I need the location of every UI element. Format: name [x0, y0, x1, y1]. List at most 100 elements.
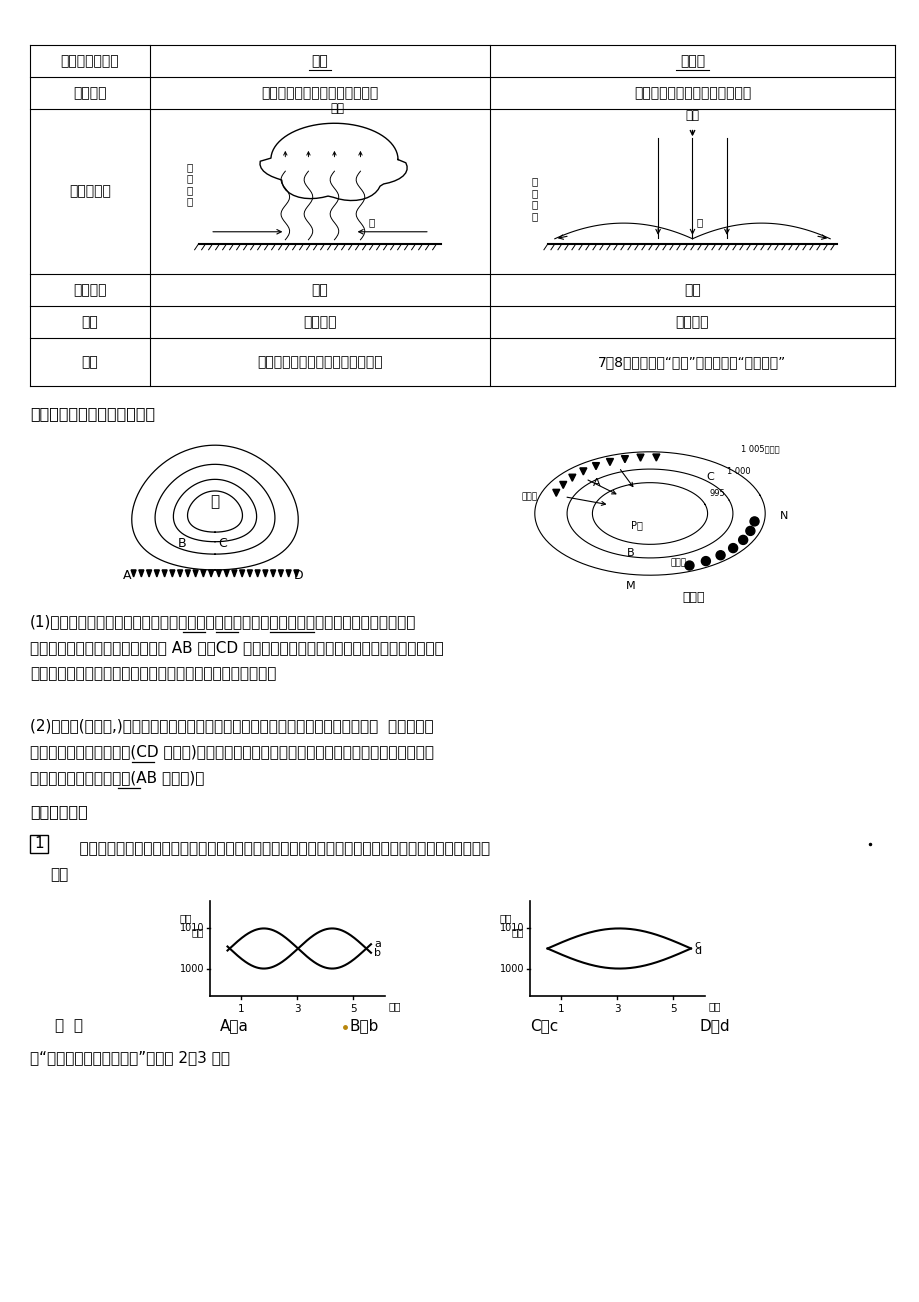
Polygon shape [209, 570, 213, 577]
Text: B、b: B、b [349, 1018, 379, 1032]
Text: (2)结构：(如右图,)气旋东部偏南风来自较低的纬度，气温较高，当它向北移动时，  遇到较高纬: (2)结构：(如右图,)气旋东部偏南风来自较低的纬度，气温较高，当它向北移动时，… [30, 717, 433, 733]
Text: 百帕: 百帕 [180, 913, 192, 923]
Polygon shape [239, 570, 244, 577]
Text: b: b [374, 948, 380, 958]
Text: 下
沉
辐
散: 下 沉 辐 散 [530, 176, 537, 221]
Text: 夏秋季节影响我国东南沿海的台风: 夏秋季节影响我国东南沿海的台风 [257, 355, 382, 368]
Polygon shape [185, 570, 190, 577]
Text: 线是: 线是 [50, 867, 68, 881]
Polygon shape [606, 458, 613, 466]
Text: 反气旋: 反气旋 [679, 53, 704, 68]
Polygon shape [154, 570, 159, 577]
Text: 阴雨天气: 阴雨天气 [303, 315, 336, 329]
Polygon shape [232, 570, 236, 577]
Polygon shape [170, 570, 175, 577]
Polygon shape [177, 570, 182, 577]
Polygon shape [592, 462, 599, 470]
Text: 5: 5 [669, 1004, 676, 1014]
Polygon shape [278, 570, 283, 577]
Polygon shape [216, 570, 221, 577]
Text: 1: 1 [34, 836, 44, 852]
Text: （  ）: （ ） [55, 1018, 83, 1032]
Text: 晴朗天气: 晴朗天气 [675, 315, 709, 329]
Polygon shape [579, 467, 586, 475]
Polygon shape [270, 570, 276, 577]
Text: (1)形成：在中高纬地区，一般锋面和气旋（低压）联系在一起，形成锋面气旋。气旋的水平气: (1)形成：在中高纬地区，一般锋面和气旋（低压）联系在一起，形成锋面气旋。气旋的… [30, 615, 416, 629]
Polygon shape [139, 570, 143, 577]
Polygon shape [200, 570, 206, 577]
Circle shape [745, 526, 754, 535]
Text: 辐
合
上
升: 辐 合 上 升 [187, 161, 193, 207]
Text: c: c [693, 940, 699, 950]
Text: 上升: 上升 [312, 283, 328, 297]
Text: 1 005冷气团: 1 005冷气团 [741, 444, 779, 453]
Text: N: N [779, 512, 788, 521]
Text: 1: 1 [558, 1004, 564, 1014]
Text: 3: 3 [614, 1004, 620, 1014]
Polygon shape [636, 454, 643, 461]
Polygon shape [193, 570, 198, 577]
Text: 5: 5 [350, 1004, 357, 1014]
Text: 1 000: 1 000 [726, 467, 750, 477]
Text: D: D [294, 569, 303, 582]
Polygon shape [255, 570, 260, 577]
Polygon shape [130, 570, 136, 577]
Text: 气压: 气压 [192, 927, 204, 937]
Text: P低: P低 [630, 519, 642, 530]
Text: 由中心向四周辐散（北顺南逆）: 由中心向四周辐散（北顺南逆） [633, 86, 750, 100]
Polygon shape [293, 570, 299, 577]
Text: 「当堂检测」: 「当堂检测」 [30, 805, 87, 819]
Circle shape [685, 561, 693, 570]
Polygon shape [224, 570, 229, 577]
Text: 度的冷空气就形成了暖锋(CD 线附近)。而西部气流是来自北方高纬度的偏北风，南下时会遇到低: 度的冷空气就形成了暖锋(CD 线附近)。而西部气流是来自北方高纬度的偏北风，南下… [30, 743, 434, 759]
Polygon shape [263, 570, 267, 577]
Text: 水平气流: 水平气流 [74, 86, 107, 100]
Text: 百帕: 百帕 [499, 913, 512, 923]
Text: A: A [122, 569, 130, 582]
Text: 垂直剪面图: 垂直剪面图 [69, 185, 111, 198]
Text: 垂直气流: 垂直气流 [74, 283, 107, 297]
Text: 晴: 晴 [696, 216, 702, 227]
Text: 下降: 下降 [685, 109, 698, 122]
Text: D、d: D、d [699, 1018, 730, 1032]
Polygon shape [286, 570, 290, 577]
Text: 1: 1 [238, 1004, 244, 1014]
Text: 流是向中心辐合。在槽线，如图中 AB 线、CD 线，两侧冷暖气流易相遇形成锋面。而反气旋的气: 流是向中心辐合。在槽线，如图中 AB 线、CD 线，两侧冷暖气流易相遇形成锋面。… [30, 641, 443, 655]
Text: 1000: 1000 [499, 965, 524, 974]
Circle shape [700, 556, 709, 565]
Circle shape [715, 551, 724, 560]
Text: 北半球: 北半球 [681, 591, 704, 604]
Polygon shape [620, 456, 628, 462]
Text: 1010: 1010 [179, 923, 204, 932]
Text: 纬度的暖空气而形成冷锋(AB 线附近)。: 纬度的暖空气而形成冷锋(AB 线附近)。 [30, 769, 204, 785]
Text: 上升: 上升 [330, 103, 344, 116]
Text: 下沉: 下沉 [684, 283, 700, 297]
Polygon shape [552, 490, 559, 496]
Text: C、c: C、c [529, 1018, 558, 1032]
Text: A: A [593, 478, 600, 488]
Text: B: B [627, 548, 634, 557]
Text: d: d [693, 947, 700, 957]
Text: B: B [177, 536, 186, 549]
Text: 低: 低 [210, 495, 220, 509]
Text: 气压: 气压 [512, 927, 524, 937]
Text: 冷气团: 冷气团 [521, 492, 538, 501]
Text: A、a: A、a [220, 1018, 249, 1032]
Text: 由四周向中心辐合（北逆南顺）: 由四周向中心辐合（北逆南顺） [261, 86, 379, 100]
Text: 雨: 雨 [369, 216, 375, 227]
Circle shape [749, 517, 758, 526]
Text: 气旋: 气旋 [312, 53, 328, 68]
Polygon shape [247, 570, 252, 577]
Text: 1010: 1010 [499, 923, 524, 932]
Polygon shape [162, 570, 167, 577]
Text: 三、锋面气旋（北半球为例）: 三、锋面气旋（北半球为例） [30, 406, 155, 421]
Text: 1000: 1000 [179, 965, 204, 974]
Text: C: C [706, 473, 713, 482]
Circle shape [728, 544, 737, 552]
Text: 天气: 天气 [82, 315, 98, 329]
Text: 读“北半球天气系统示意图”，完成 2～3 题。: 读“北半球天气系统示意图”，完成 2～3 题。 [30, 1049, 230, 1065]
Text: 日期: 日期 [709, 1001, 720, 1010]
Text: M: M [625, 582, 635, 591]
Text: 日期: 日期 [389, 1001, 401, 1010]
Text: 暖气团: 暖气团 [670, 559, 686, 568]
